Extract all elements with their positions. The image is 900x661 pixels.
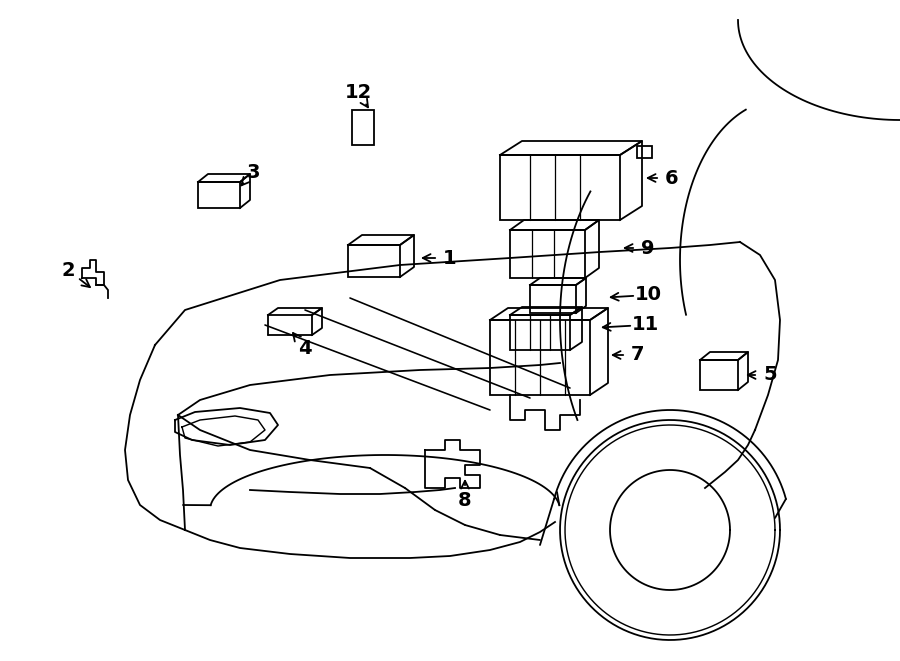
- Bar: [510, 315, 570, 350]
- Text: 5: 5: [763, 366, 777, 385]
- Text: 7: 7: [631, 346, 644, 364]
- Bar: [352, 110, 374, 145]
- Text: 10: 10: [634, 286, 662, 305]
- Bar: [530, 285, 576, 313]
- Bar: [198, 182, 240, 208]
- Bar: [700, 360, 738, 390]
- Bar: [510, 230, 585, 278]
- Bar: [490, 320, 590, 395]
- Text: 4: 4: [298, 338, 311, 358]
- Text: 11: 11: [632, 315, 659, 334]
- Text: 3: 3: [247, 163, 260, 182]
- Bar: [637, 146, 652, 158]
- Text: 8: 8: [458, 490, 472, 510]
- Bar: [500, 155, 620, 220]
- Text: 2: 2: [61, 260, 75, 280]
- Text: 12: 12: [345, 83, 372, 102]
- Text: 9: 9: [641, 239, 655, 258]
- Text: 1: 1: [443, 249, 457, 268]
- Bar: [348, 245, 400, 277]
- Text: 6: 6: [665, 169, 679, 188]
